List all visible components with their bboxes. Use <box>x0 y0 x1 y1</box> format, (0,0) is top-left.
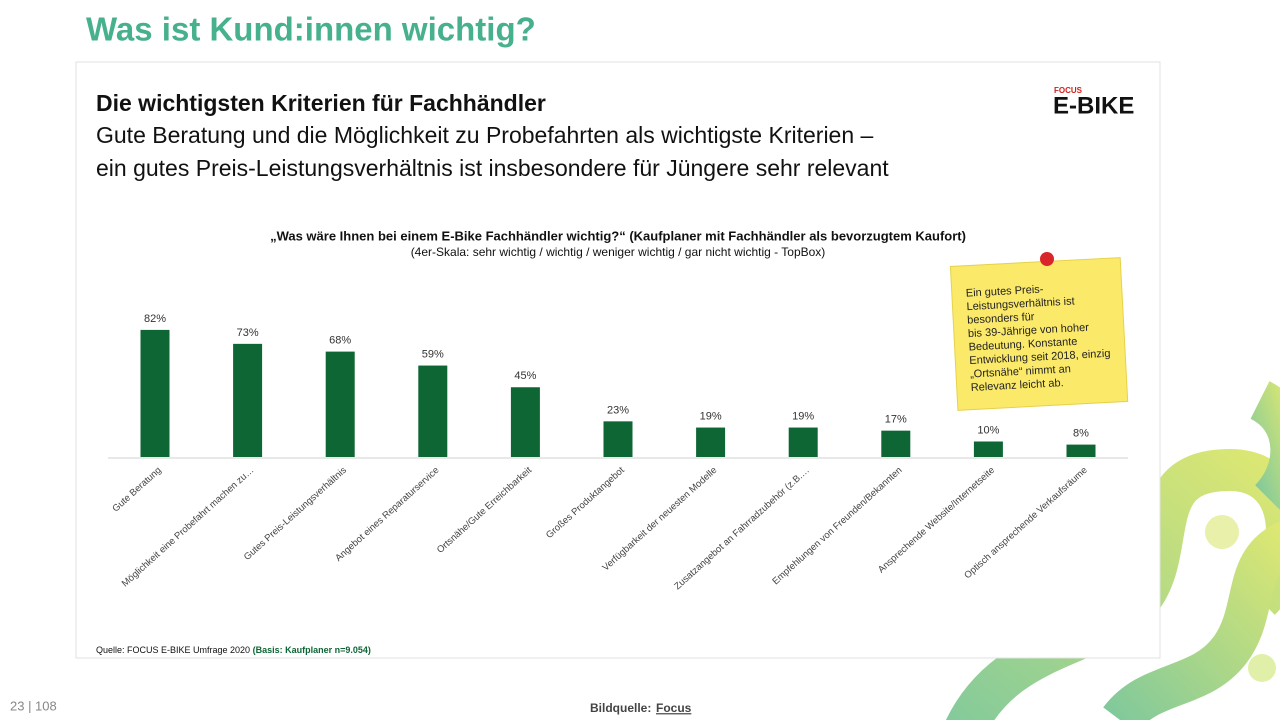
credit: Focus <box>656 701 692 715</box>
bar <box>973 441 1003 457</box>
bar <box>140 329 170 457</box>
note-line: besonders für <box>967 311 1035 327</box>
value-label: 19% <box>700 410 722 422</box>
bar <box>418 365 448 457</box>
bar <box>1066 444 1096 457</box>
value-label: 73% <box>237 327 259 339</box>
value-label: 8% <box>1073 428 1089 440</box>
page-number: 23 | 108 <box>10 698 57 713</box>
note-line: Leistungsverhältnis ist <box>966 295 1075 313</box>
value-label: 10% <box>977 424 999 436</box>
value-label: 23% <box>607 404 629 416</box>
bar <box>325 351 355 457</box>
sticky-note: Ein gutes Preis-Leistungsverhältnis istb… <box>949 257 1129 411</box>
logo-brand: FOCUS <box>1054 86 1083 95</box>
note-line: „Ortsnähe“ nimmt an <box>970 363 1071 380</box>
pin <box>1040 252 1054 266</box>
note-paper <box>949 257 1129 411</box>
chart-title: Die wichtigsten Kriterien für Fachhändle… <box>96 90 546 116</box>
bar <box>233 343 263 457</box>
chart-subtitle: ein gutes Preis-Leistungsverhältnis ist … <box>96 155 889 181</box>
note-line: Bedeutung. Konstante <box>968 336 1077 354</box>
bar <box>881 430 911 457</box>
value-label: 45% <box>514 370 536 382</box>
value-label: 68% <box>329 335 351 347</box>
source: Quelle: FOCUS E-BIKE Umfrage 2020 (Basis… <box>96 645 371 655</box>
note-line: Relevanz leicht ab. <box>970 377 1063 394</box>
bar <box>603 421 633 457</box>
value-label: 17% <box>885 414 907 426</box>
source-text: Quelle: FOCUS E-BIKE Umfrage 2020 <box>96 645 250 655</box>
bar <box>510 387 540 457</box>
source-basis: (Basis: Kaufplaner n=9.054) <box>253 645 371 655</box>
bar <box>788 427 818 457</box>
value-label: 19% <box>792 410 814 422</box>
bar <box>696 427 726 457</box>
credit-label: Bildquelle: <box>590 701 651 715</box>
logo-name: E-BIKE <box>1053 92 1134 119</box>
chart-question: „Was wäre Ihnen bei einem E-Bike Fachhän… <box>270 228 966 243</box>
note-line: Ein gutes Preis- <box>966 284 1045 300</box>
slide-title: Was ist Kund:innen wichtig? <box>86 11 536 48</box>
value-label: 59% <box>422 348 444 360</box>
chart-subtitle: Gute Beratung und die Möglichkeit zu Pro… <box>96 122 874 148</box>
scale-note: (4er-Skala: sehr wichtig / wichtig / wen… <box>411 245 826 259</box>
value-label: 82% <box>144 313 166 325</box>
